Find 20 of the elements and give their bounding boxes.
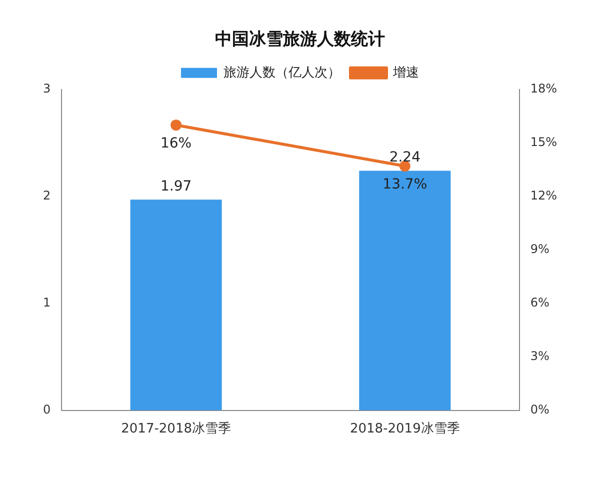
- y2-tick-label: 6%: [530, 296, 550, 310]
- y2-tick-label: 15%: [530, 135, 557, 150]
- data-label: 2.24: [389, 149, 421, 166]
- chart-title: 中国冰雪旅游人数统计: [215, 30, 385, 50]
- y2-tick-label: 3%: [530, 349, 550, 364]
- legend-label: 增速: [392, 65, 419, 80]
- data-label: 16%: [160, 136, 192, 152]
- legend-label: 旅游人数（亿人次）: [224, 65, 340, 80]
- x-tick-label: 2017-2018冰雪季: [121, 422, 231, 437]
- x-tick-label: 2018-2019冰雪季: [350, 422, 460, 437]
- data-label: 13.7%: [382, 176, 428, 193]
- y-tick-label: 3: [42, 82, 51, 96]
- y-tick-label: 0: [42, 402, 51, 417]
- y-tick-label: 2: [42, 188, 51, 203]
- y2-tick-label: 12%: [530, 188, 557, 203]
- y2-tick-label: 9%: [530, 242, 550, 256]
- y2-tick-label: 18%: [530, 82, 557, 96]
- y-tick-label: 1: [42, 296, 51, 310]
- y2-tick-label: 0%: [530, 402, 550, 417]
- data-label: 1.97: [160, 178, 192, 194]
